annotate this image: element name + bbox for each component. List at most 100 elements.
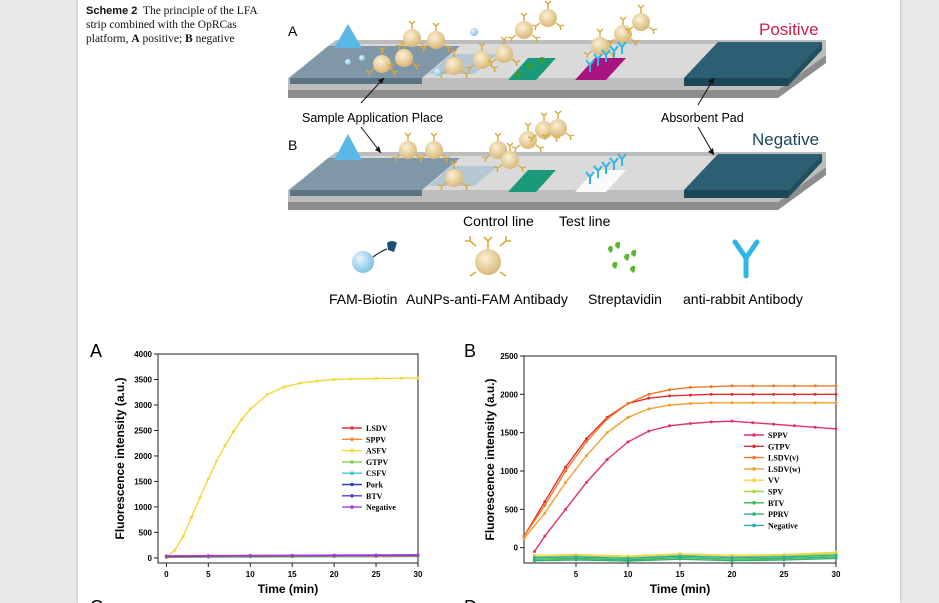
caption-text: The principle of the LFA strip combined … [86, 5, 258, 45]
data-point [584, 437, 588, 441]
legend-marker [350, 460, 354, 464]
chart-b: B 5 10 15 20 25 30 0 500 1000 1500 2000 2500 Time (mi… [464, 341, 841, 603]
data-point [584, 481, 588, 484]
paper-page: Scheme 2 The principle of the LFA strip … [78, 0, 900, 603]
data-point [688, 421, 692, 425]
data-point [626, 559, 630, 563]
label-test-line: Test line [559, 213, 611, 229]
data-point [688, 393, 692, 397]
data-point [772, 401, 776, 405]
legend-fam-biotin: FAM-Biotin [329, 291, 397, 307]
legend-label: SPPV [366, 435, 386, 444]
data-point [751, 421, 755, 425]
legend-label: CSFV [366, 469, 387, 478]
data-point [416, 376, 420, 380]
data-point [709, 385, 713, 389]
legend-aunp-icon [465, 236, 511, 277]
y-tick-label: 2000 [500, 390, 518, 399]
data-point [678, 554, 682, 558]
y-tick-label: 2500 [134, 426, 152, 435]
data-point [564, 465, 568, 469]
data-point [782, 555, 786, 559]
data-point [834, 556, 838, 560]
data-point [564, 481, 568, 484]
label-control-line: Control line [463, 213, 534, 229]
legend-streptavidin: Streptavidin [588, 291, 662, 307]
data-point [782, 558, 786, 562]
data-point [792, 424, 796, 428]
data-point [332, 553, 336, 557]
legend-marker [752, 455, 756, 460]
data-point [834, 384, 838, 388]
data-point [564, 507, 568, 511]
data-point [792, 384, 796, 388]
data-point [668, 403, 672, 407]
data-point [709, 420, 713, 424]
legend-marker [350, 448, 354, 453]
y-tick-label: 500 [139, 528, 153, 537]
data-point [647, 407, 651, 411]
legend-marker [350, 494, 354, 498]
x-tick-label: 20 [330, 570, 339, 579]
x-tick-label: 30 [832, 570, 841, 579]
panel-d-label: D [464, 597, 477, 603]
label-sample-application: Sample Application Place [302, 111, 443, 125]
legend-streptavidin-icon [608, 241, 637, 273]
x-tick-label: 15 [288, 570, 297, 579]
strip-negative [288, 110, 826, 210]
legend-label: BTV [366, 492, 383, 501]
data-point [374, 553, 378, 557]
data-point [198, 496, 202, 500]
legend-marker [752, 444, 756, 449]
data-point [688, 402, 692, 406]
data-point [647, 392, 651, 396]
data-point [647, 429, 651, 433]
legend-marker [752, 512, 756, 516]
data-point [772, 392, 776, 396]
label-positive: Positive [759, 20, 819, 39]
legend-fam-biotin-icon [352, 241, 397, 273]
data-point [164, 554, 168, 558]
data-point [709, 392, 713, 396]
scheme-caption: Scheme 2 The principle of the LFA strip … [86, 4, 266, 46]
legend-label: LSDV(v) [768, 454, 799, 463]
data-point [813, 425, 817, 429]
data-point [751, 384, 755, 388]
legend-label: GTPV [768, 442, 790, 451]
series-line [523, 402, 836, 539]
data-point [626, 402, 630, 406]
data-point [223, 444, 227, 448]
data-point [730, 401, 734, 405]
data-point [813, 392, 817, 396]
data-point [248, 407, 252, 411]
data-point [543, 500, 547, 504]
x-axis-label: Time (min) [258, 582, 318, 596]
x-tick-label: 10 [624, 570, 633, 579]
data-point [772, 384, 776, 388]
data-point [206, 554, 210, 558]
data-point [647, 396, 651, 400]
x-tick-label: 30 [414, 570, 423, 579]
scheme-label-b: B [288, 137, 297, 153]
series-line [523, 385, 836, 537]
legend-label: PPRV [768, 510, 789, 519]
series-line [523, 393, 836, 537]
data-point [709, 401, 713, 405]
data-point [543, 534, 547, 538]
data-point [374, 376, 378, 380]
data-point [240, 417, 244, 421]
data-point [315, 379, 319, 383]
y-tick-label: 2000 [134, 452, 152, 461]
series-line [165, 377, 419, 558]
y-tick-label: 0 [514, 544, 519, 553]
legend-marker [350, 471, 354, 475]
data-point [605, 417, 609, 421]
legend-marker [752, 467, 756, 471]
data-point [399, 376, 403, 380]
data-point [626, 440, 630, 444]
data-point [332, 377, 336, 381]
legend-label: SPV [768, 488, 783, 497]
x-tick-label: 25 [372, 570, 381, 579]
x-tick-label: 20 [728, 570, 737, 579]
series-line [533, 420, 837, 552]
